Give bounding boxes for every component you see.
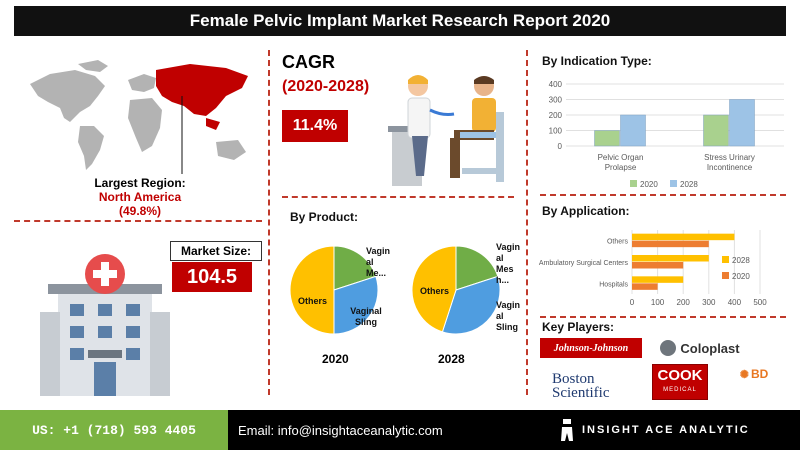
pie-slice — [333, 245, 377, 291]
cook-logo: COOK MEDICAL — [652, 364, 708, 400]
indication-bar — [703, 114, 729, 147]
pie-2028-label-sling: Vagin al Sling — [496, 300, 521, 332]
divider-left-h — [14, 220, 262, 222]
application-xtick: 300 — [702, 298, 716, 307]
cook-sub: MEDICAL — [663, 387, 697, 393]
pie-2020-label-others: Others — [298, 296, 328, 306]
application-legend-swatch — [722, 256, 729, 263]
page-title: Female Pelvic Implant Market Research Re… — [14, 6, 786, 36]
indication-legend-label: 2028 — [680, 180, 698, 189]
pie-2028-label-others: Others — [420, 286, 450, 296]
application-bar — [632, 283, 658, 290]
application-bar — [632, 240, 709, 248]
cagr-label: CAGR — [282, 52, 335, 72]
indication-ytick: 100 — [549, 127, 563, 136]
footer: US: +1 (718) 593 4405 Email: info@insigh… — [0, 410, 800, 450]
application-legend-label: 2020 — [732, 272, 750, 281]
world-map — [30, 60, 248, 174]
pie-2028-year: 2028 — [438, 352, 465, 366]
indication-bar — [594, 130, 620, 147]
boston-scientific-logo: Boston Scientific — [552, 371, 610, 401]
application-bar — [632, 276, 684, 283]
divider-right — [526, 50, 528, 395]
pie-slice — [411, 245, 457, 333]
hospital-icon — [40, 254, 170, 396]
bd-logo: ✺ BD — [734, 366, 774, 382]
bd-name: BD — [750, 367, 769, 381]
brand-logo-icon — [561, 419, 573, 441]
application-xtick: 400 — [728, 298, 742, 307]
largest-region-share: (49.8%) — [118, 204, 162, 218]
pie-2028-label-mesh: Vagin al Mes h... — [496, 242, 521, 285]
pie-slice — [455, 245, 499, 291]
indication-xtick: Stress Urinary — [704, 153, 755, 162]
bd-mark-icon: ✺ — [739, 368, 749, 381]
application-xtick: 0 — [630, 298, 635, 307]
application-ytick: Ambulatory Surgical Centers — [539, 260, 629, 267]
indication-ytick: 0 — [558, 142, 563, 151]
pie-slice — [333, 275, 379, 335]
largest-region: Largest Region: North America (49.8%) — [20, 176, 260, 218]
pie-2020-label-mesh: Vagin al Me... — [366, 246, 391, 278]
indication-legend-swatch — [630, 180, 637, 187]
footer-brand: INSIGHT ACE ANALYTIC — [560, 410, 800, 450]
application-ytick: Others — [607, 239, 629, 246]
divider-left — [268, 50, 270, 395]
application-ytick: Hospitals — [599, 281, 628, 288]
cagr-period: (2020-2028) — [282, 78, 370, 95]
application-bar — [632, 255, 709, 262]
indication-legend-swatch — [670, 180, 677, 187]
footer-phone[interactable]: US: +1 (718) 593 4405 — [0, 410, 228, 450]
application-bar — [632, 262, 684, 269]
pie-2028 — [411, 245, 501, 335]
largest-region-label: Largest Region: — [94, 176, 186, 190]
indication-ytick: 300 — [549, 96, 563, 105]
johnson-logo: Johnson-Johnson — [540, 338, 642, 358]
indication-legend-label: 2020 — [640, 180, 658, 189]
doctor-patient-icon — [388, 75, 504, 186]
application-bar — [632, 233, 735, 241]
application-xtick: 200 — [677, 298, 691, 307]
divider-middle-h — [282, 196, 514, 198]
market-size-value: 104.5 — [172, 262, 252, 292]
application-legend-label: 2028 — [732, 256, 750, 265]
pie-slice — [441, 275, 501, 335]
footer-email[interactable]: Email: info@insightaceanalytic.com — [228, 410, 560, 450]
coloplast-logo: Coloplast — [652, 338, 748, 358]
divider-right-h-1 — [540, 194, 786, 196]
indication-bar — [729, 99, 755, 147]
indication-bar — [620, 114, 646, 147]
pie-2020-label-sling: Vaginal Sling — [350, 306, 382, 327]
coloplast-mark-icon — [660, 340, 677, 356]
coloplast-name: Coloplast — [680, 340, 740, 356]
cagr-value: 11.4% — [282, 110, 348, 142]
pie-slice — [289, 245, 335, 335]
largest-region-name: North America — [98, 190, 182, 204]
indication-xtick: Pelvic Organ — [598, 153, 644, 162]
market-size-label: Market Size: — [170, 241, 262, 261]
product-title: By Product: — [290, 210, 359, 224]
indication-title: By Indication Type: — [542, 54, 652, 68]
application-xtick: 100 — [651, 298, 665, 307]
indication-xtick: Incontinence — [707, 163, 753, 172]
application-title: By Application: — [542, 204, 630, 218]
application-xtick: 500 — [753, 298, 767, 307]
key-players-title: Key Players: — [542, 320, 615, 334]
pie-2020 — [289, 245, 379, 335]
cook-name: COOK — [657, 367, 703, 384]
divider-right-h-2 — [540, 316, 786, 318]
application-legend-swatch — [722, 272, 729, 279]
application-chart: 0 100 200 300 400 500 Others Ambulatory Surgica… — [539, 230, 767, 307]
indication-xtick: Prolapse — [605, 163, 637, 172]
footer-brand-name: INSIGHT ACE ANALYTIC — [582, 424, 750, 436]
pie-2020-year: 2020 — [322, 352, 349, 366]
indication-ytick: 200 — [549, 111, 563, 120]
indication-ytick: 400 — [549, 80, 563, 89]
